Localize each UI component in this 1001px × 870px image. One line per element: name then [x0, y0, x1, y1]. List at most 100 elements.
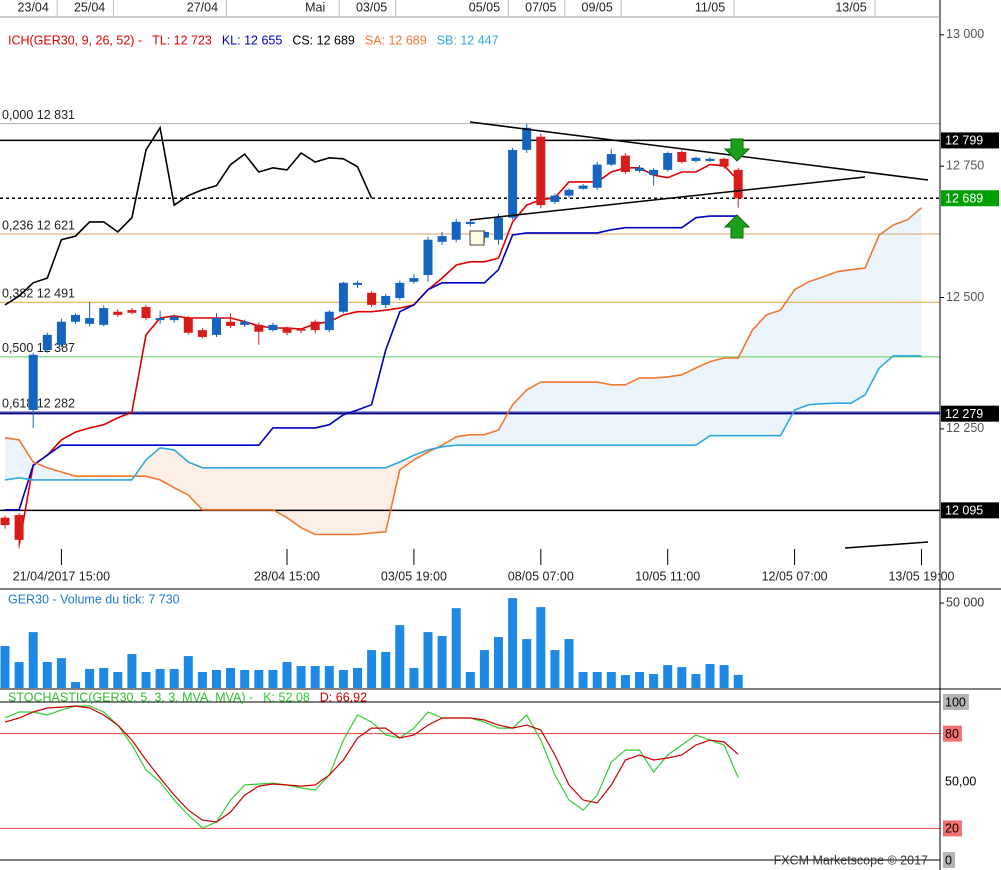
top-label: 11/05 — [695, 0, 725, 14]
volume-bar — [705, 664, 715, 688]
cloud — [146, 447, 161, 480]
volume-bar — [85, 668, 95, 688]
price-box-label: 12 095 — [945, 504, 983, 518]
top-label: 07/05 — [525, 0, 556, 14]
volume-bar — [494, 637, 503, 688]
candle-body — [663, 153, 673, 170]
buy-arrow — [723, 214, 751, 239]
legend-entry: TL: 12 723 — [152, 33, 212, 47]
candle-body — [705, 158, 715, 161]
cloud — [301, 467, 316, 535]
top-label: 03/05 — [356, 0, 387, 14]
cloud — [907, 207, 922, 356]
volume-bar — [522, 639, 532, 688]
cloud — [851, 268, 866, 404]
cloud — [343, 467, 358, 535]
candle-body — [606, 154, 616, 165]
volume-bar — [677, 667, 687, 688]
candle-body — [310, 321, 320, 331]
volume-bar — [479, 650, 489, 688]
panel-title: STOCHASTIC(GER30, 5, 3, 3, MVA, MVA) - — [8, 690, 253, 704]
cloud — [470, 434, 485, 446]
volume-bar — [550, 650, 560, 688]
cloud — [174, 449, 189, 496]
y-tick-label: 50 000 — [946, 595, 984, 609]
volume-bar — [226, 667, 236, 688]
candle-body — [677, 151, 687, 162]
trend-line — [469, 121, 929, 181]
cloud — [216, 467, 231, 510]
cloud — [357, 467, 372, 535]
volume-bar — [296, 666, 306, 688]
candle-body — [155, 318, 165, 321]
volume-bar — [310, 666, 320, 688]
annotation-box — [469, 230, 485, 246]
x-tick-label: 21/04/2017 15:00 — [13, 569, 110, 583]
candle-body — [282, 328, 292, 333]
cloud — [89, 476, 104, 480]
x-tick-label: 13/05 19:00 — [888, 569, 954, 583]
volume-bar — [451, 608, 461, 688]
x-tick-label: 03/05 19:00 — [381, 569, 447, 583]
candle-body — [296, 329, 306, 331]
volume-bar — [620, 675, 630, 688]
cloud — [117, 476, 132, 480]
candle-body — [268, 324, 278, 331]
x-tick-label: 08/05 07:00 — [508, 569, 574, 583]
cloud — [808, 277, 823, 405]
volume-bar — [733, 674, 743, 688]
candle-body — [367, 292, 377, 305]
volume-bar — [268, 669, 278, 688]
cloud — [836, 269, 851, 404]
indicator-line — [4, 125, 373, 306]
legend-title: ICH(GER30, 9, 26, 52) - — [8, 33, 142, 47]
candle-body — [71, 314, 80, 322]
price-box-label: 12 279 — [945, 407, 983, 421]
cloud — [794, 281, 809, 410]
top-label: 05/05 — [469, 0, 500, 14]
volume-bar — [113, 672, 123, 688]
candle-body — [324, 311, 334, 331]
candle-body — [550, 195, 560, 202]
footer: FXCM Marketscope © 2017 — [774, 853, 928, 867]
fib-label: 0,000 12 831 — [2, 108, 75, 122]
volume-bar — [127, 654, 137, 688]
cloud — [766, 310, 781, 436]
fib-label: 0,382 12 491 — [2, 287, 75, 301]
top-label: 13/05 — [835, 0, 866, 14]
top-label: 25/04 — [74, 0, 105, 14]
cloud — [19, 439, 34, 480]
cloud — [724, 357, 739, 436]
stochastic-line — [4, 705, 739, 823]
volume-bar — [564, 639, 574, 688]
candle-body — [536, 136, 546, 206]
legend-entry: D: 66,92 — [320, 690, 367, 704]
candle-body — [465, 221, 475, 224]
candle-body — [0, 517, 10, 526]
candle-body — [338, 282, 348, 312]
volume-bar — [381, 651, 391, 688]
volume-bar — [0, 646, 10, 688]
cloud — [160, 447, 175, 488]
volume-bar — [240, 669, 250, 688]
x-tick-label: 12/05 07:00 — [762, 569, 828, 583]
trend-line — [844, 541, 929, 549]
candle-body — [254, 324, 264, 332]
volume-bar — [465, 672, 475, 688]
volume-bar — [183, 656, 193, 688]
volume-bar — [14, 662, 24, 688]
candle-body — [578, 185, 588, 189]
cloud — [61, 471, 76, 480]
cloud — [329, 467, 344, 535]
legend-entry: K: 52,08 — [263, 690, 310, 704]
x-tick-label: 28/04 15:00 — [254, 569, 320, 583]
y-tick-box — [943, 694, 969, 711]
volume-bar — [367, 650, 377, 688]
volume-bar — [338, 669, 348, 688]
top-label: 23/04 — [18, 0, 49, 14]
cloud — [653, 376, 668, 446]
top-label: 09/05 — [582, 0, 613, 14]
cloud — [498, 404, 513, 446]
candle-body — [99, 308, 109, 325]
